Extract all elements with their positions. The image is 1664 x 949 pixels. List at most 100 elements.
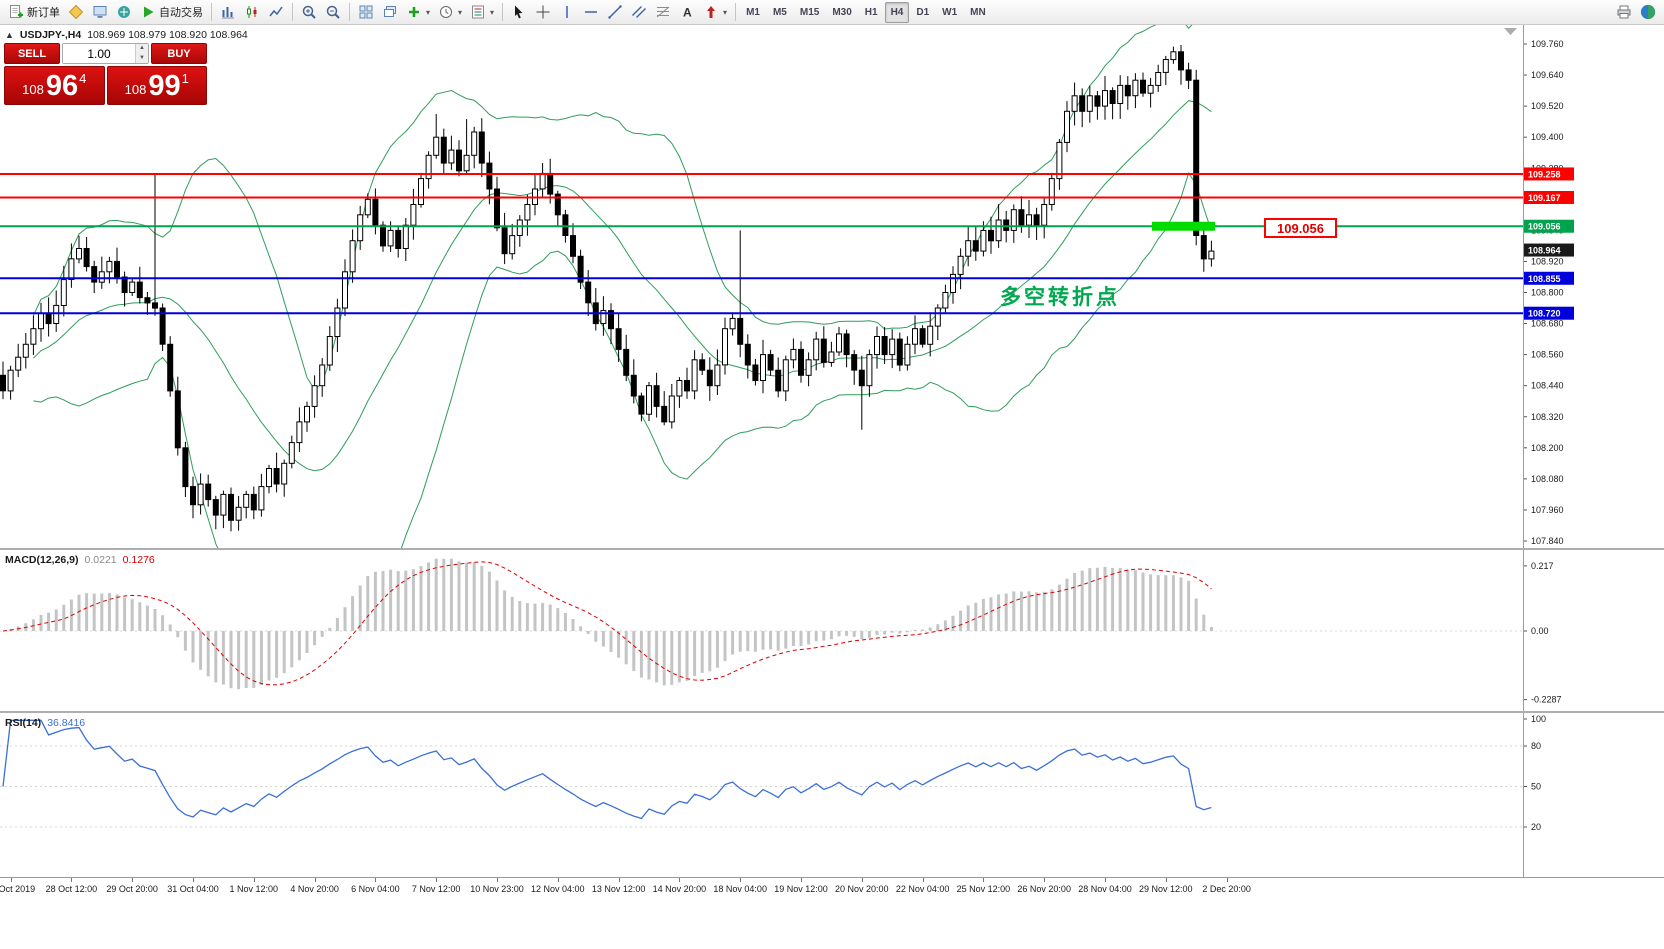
print-button[interactable] [1612,2,1636,23]
line-chart-icon [269,6,283,17]
time-tick [497,878,498,882]
time-axis-label: 29 Nov 12:00 [1139,884,1193,894]
terminal-icon [93,6,107,18]
zoom-out-button[interactable] [321,2,345,23]
price-axis[interactable] [1524,25,1664,877]
sell-price-panel[interactable]: 108 96 4 [4,66,105,105]
metaquotes-logo [1636,2,1660,23]
buy-price-panel[interactable]: 108 99 1 [106,66,207,105]
channel-button[interactable] [627,2,651,23]
price-tag-109.056[interactable]: 109.056 [1524,219,1574,233]
timeframe-m1[interactable]: M1 [746,6,760,18]
clock-icon [440,6,453,18]
buy-button[interactable]: BUY [151,43,207,64]
macd-label: MACD(12,26,9) [5,554,79,566]
main-chart-area[interactable]: 109.760109.640109.520109.400109.280109.1… [0,25,1664,548]
chart-shift-marker[interactable] [1504,28,1517,35]
sell-price-big: 96 [45,70,79,102]
dropdown-caret: ▾ [458,7,463,17]
time-tick [132,878,134,882]
rsi-label: RSI(14) [5,717,42,729]
horizontal-line-button[interactable] [579,2,603,23]
arrow-tool-icon [707,6,716,18]
volume-up-button[interactable]: ▲ [136,44,148,54]
timeframe-h4[interactable]: H4 [884,1,910,23]
text-tool-button[interactable]: A [675,2,699,23]
price-tag-108.964[interactable]: 108.964 [1524,243,1574,257]
metaeditor-icon [68,4,84,20]
crosshair-button[interactable] [531,2,555,23]
new-order-button[interactable]: 新订单 [4,2,64,23]
bar-chart-button[interactable] [216,2,240,23]
market-icon [118,6,130,18]
volume-down-button[interactable]: ▼ [136,53,148,63]
price-tag-109.167[interactable]: 109.167 [1524,191,1574,205]
price-tick-label: 108.200 [1531,443,1564,453]
time-tick [253,878,255,882]
turning-point-annotation[interactable]: 多空转折点 [1000,286,1120,309]
periods-button[interactable]: ▾ [434,2,466,23]
price-tick-label: 108.680 [1531,319,1564,329]
buy-price-pip: 1 [181,71,189,86]
pane-resize-handle[interactable] [0,711,1664,713]
chart-header: ▲ USDJPY-,H4 108.969 108.979 108.920 108… [5,29,248,41]
chart-ohlc-values: 108.969 108.979 108.920 108.964 [87,29,248,41]
dropdown-caret: ▾ [723,7,728,17]
timeframe-mn[interactable]: MN [970,6,986,18]
channel-icon [632,6,647,18]
svg-text:108.855: 108.855 [1528,274,1561,284]
price-level-label[interactable]: 109.056 [1264,218,1337,238]
candlestick-chart-button[interactable] [240,2,264,23]
time-tick [740,878,742,882]
cursor-button[interactable] [507,2,531,23]
price-tag-108.855[interactable]: 108.855 [1524,271,1574,285]
time-axis[interactable]: 25 Oct 2019 28 Oct 12:00 29 Oct 20:00 31 Oc… [0,878,1664,949]
rsi-pane: 100 80 50 20 RSI(14) 36.8416 [0,713,1664,877]
rsi-header: RSI(14) 36.8416 [5,717,85,729]
market-button[interactable] [112,2,136,23]
volume-input[interactable] [63,44,135,63]
timeframe-m15[interactable]: M15 [799,6,820,18]
fibonacci-button[interactable] [651,2,675,23]
indicators-button[interactable]: ▾ [402,2,434,23]
timeframe-m30[interactable]: M30 [832,6,852,18]
macd-main-value: 0.0221 [84,554,117,566]
cascade-windows-button[interactable] [378,2,402,23]
timeframe-m5[interactable]: M5 [772,6,787,18]
line-chart-button[interactable] [264,2,288,23]
tile-windows-button[interactable] [354,2,378,23]
terminal-button[interactable] [88,2,112,23]
auto-trading-label: 自动交易 [159,7,203,19]
vertical-line-icon [566,6,568,18]
sell-button[interactable]: SELL [4,43,60,64]
timeframe-h1[interactable]: H1 [864,6,878,18]
rsi-chart-area[interactable]: 100 80 50 20 [0,713,1664,877]
highlight-segment[interactable] [1152,221,1215,231]
vertical-line-button[interactable] [555,2,579,23]
time-tick [983,878,985,882]
pane-resize-handle[interactable] [0,548,1664,550]
time-tick [922,878,924,882]
macd-tick-label: 0.217 [1531,561,1554,571]
time-axis-label: 12 Nov 04:00 [531,884,585,894]
timeframe-d1[interactable]: D1 [916,6,930,18]
auto-trading-button[interactable]: 自动交易 [136,2,207,23]
time-tick [557,878,559,882]
macd-chart-area[interactable]: 0.217 0.00 -0.2287 [0,550,1664,711]
buy-price-prefix: 108 [124,82,147,97]
templates-button[interactable]: ▾ [466,2,498,23]
trendline-button[interactable] [603,2,627,23]
price-tag-109.258[interactable]: 109.258 [1524,167,1574,181]
time-axis-label: 18 Nov 04:00 [713,884,767,894]
metaeditor-button[interactable] [64,2,88,23]
zoom-in-button[interactable] [297,2,321,23]
time-axis-label: 4 Nov 20:00 [290,884,339,894]
rsi-tick-label: 100 [1531,714,1546,724]
arrows-tool-button[interactable]: ▾ [699,2,731,23]
crosshair-icon [536,5,550,19]
price-tag-108.720[interactable]: 108.720 [1524,306,1574,320]
time-axis-label: 2 Dec 20:00 [1202,884,1251,894]
timeframe-w1[interactable]: W1 [942,6,958,18]
one-click-collapse-arrow[interactable]: ▲ [5,30,14,40]
horizontal-line-icon [585,11,598,13]
